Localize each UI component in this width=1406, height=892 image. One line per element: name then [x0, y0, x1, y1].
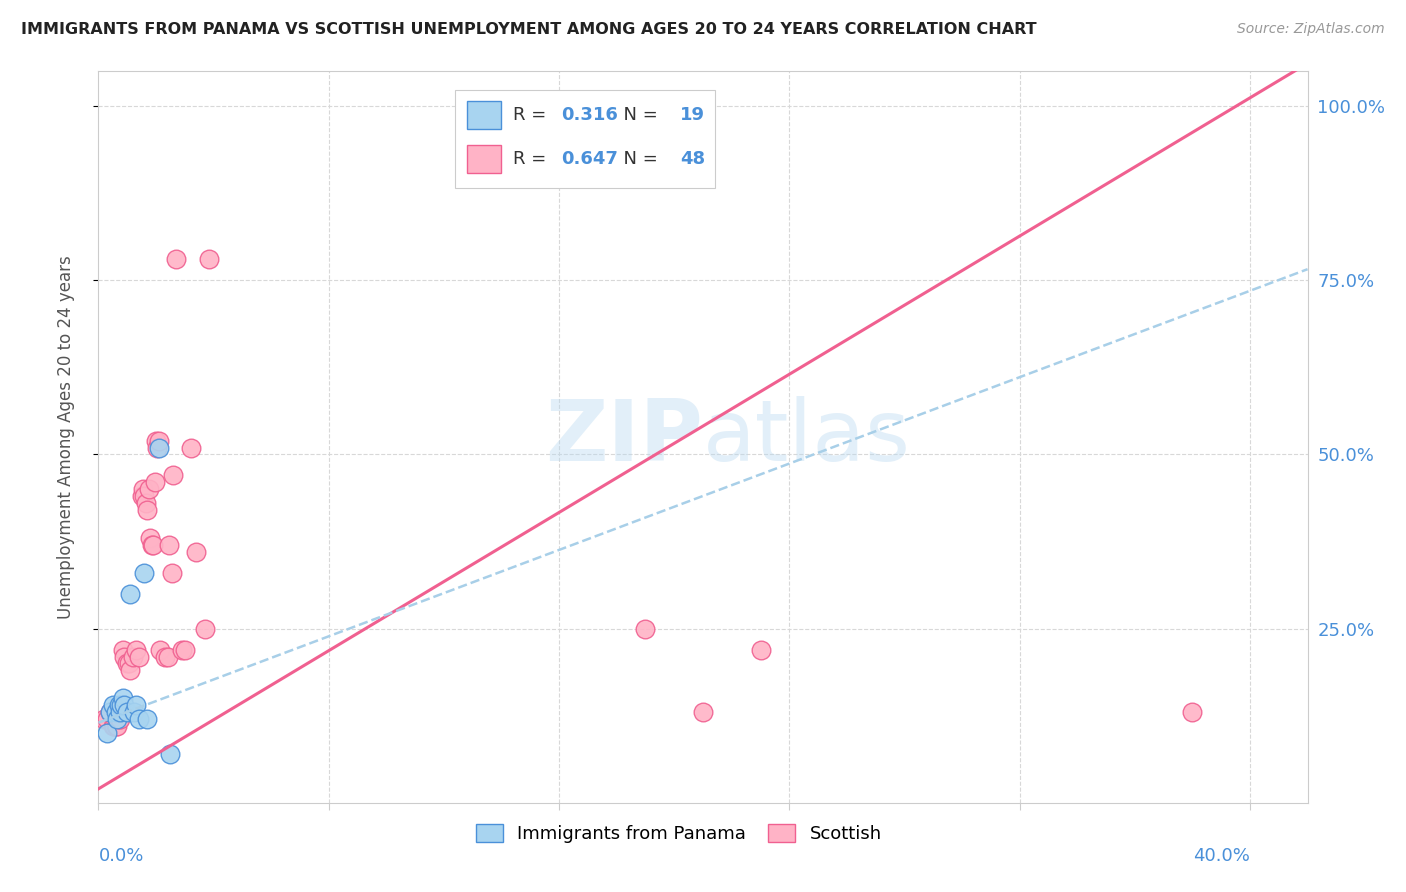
Point — [180, 441, 202, 455]
Point — [122, 649, 145, 664]
Point — [98, 705, 121, 719]
Point — [160, 566, 183, 580]
Point — [107, 698, 129, 713]
Text: N =: N = — [613, 150, 664, 168]
Point — [156, 649, 179, 664]
Point — [145, 434, 167, 448]
Point — [96, 712, 118, 726]
Point — [142, 538, 165, 552]
Point — [194, 622, 217, 636]
Point — [111, 642, 134, 657]
Point — [148, 441, 170, 455]
Point — [112, 649, 135, 664]
Text: 48: 48 — [681, 150, 706, 168]
Point — [146, 441, 169, 455]
Point — [136, 712, 159, 726]
Point — [107, 712, 129, 726]
Text: N =: N = — [613, 106, 664, 124]
Text: Source: ZipAtlas.com: Source: ZipAtlas.com — [1237, 22, 1385, 37]
Point — [135, 496, 157, 510]
Point — [93, 712, 115, 726]
Point — [118, 657, 141, 671]
Text: 0.647: 0.647 — [561, 150, 619, 168]
Point — [105, 719, 128, 733]
Point — [153, 649, 176, 664]
Point — [131, 489, 153, 503]
Point — [108, 705, 131, 719]
Point — [143, 475, 166, 490]
Point — [138, 483, 160, 497]
Point — [120, 664, 142, 678]
Point — [103, 719, 125, 733]
Text: ZIP: ZIP — [546, 395, 703, 479]
Point — [141, 538, 163, 552]
Text: 40.0%: 40.0% — [1194, 847, 1250, 864]
Point — [634, 622, 657, 636]
Point — [125, 698, 148, 713]
FancyBboxPatch shape — [467, 145, 501, 173]
Point — [112, 698, 135, 713]
Point — [198, 252, 221, 267]
Point — [186, 545, 208, 559]
Text: R =: R = — [513, 106, 553, 124]
Point — [96, 726, 118, 740]
Point — [104, 719, 127, 733]
Point — [108, 712, 131, 726]
Point — [173, 642, 195, 657]
Point — [165, 252, 187, 267]
Y-axis label: Unemployment Among Ages 20 to 24 years: Unemployment Among Ages 20 to 24 years — [56, 255, 75, 619]
Point — [157, 538, 180, 552]
Legend: Immigrants from Panama, Scottish: Immigrants from Panama, Scottish — [471, 819, 887, 848]
Point — [162, 468, 184, 483]
Point — [148, 434, 170, 448]
Text: IMMIGRANTS FROM PANAMA VS SCOTTISH UNEMPLOYMENT AMONG AGES 20 TO 24 YEARS CORREL: IMMIGRANTS FROM PANAMA VS SCOTTISH UNEMP… — [21, 22, 1036, 37]
Point — [159, 747, 181, 761]
Text: atlas: atlas — [703, 395, 911, 479]
Text: 0.0%: 0.0% — [98, 847, 143, 864]
Point — [170, 642, 193, 657]
Point — [101, 719, 124, 733]
FancyBboxPatch shape — [456, 90, 716, 188]
Point — [115, 705, 138, 719]
Point — [749, 642, 772, 657]
Point — [105, 712, 128, 726]
Point — [120, 587, 142, 601]
Text: R =: R = — [513, 150, 553, 168]
Point — [149, 642, 172, 657]
Point — [134, 566, 156, 580]
Point — [101, 698, 124, 713]
Point — [104, 705, 127, 719]
Point — [1181, 705, 1204, 719]
Text: 19: 19 — [681, 106, 704, 124]
Point — [111, 691, 134, 706]
Point — [110, 705, 132, 719]
Point — [136, 503, 159, 517]
Point — [134, 489, 156, 503]
Text: 0.316: 0.316 — [561, 106, 619, 124]
Point — [128, 649, 150, 664]
FancyBboxPatch shape — [467, 102, 501, 129]
Point — [115, 657, 138, 671]
Point — [139, 531, 162, 545]
Point — [125, 642, 148, 657]
Point — [128, 712, 150, 726]
Point — [110, 698, 132, 713]
Point — [692, 705, 714, 719]
Point — [124, 705, 146, 719]
Point — [98, 705, 121, 719]
Point — [132, 483, 155, 497]
